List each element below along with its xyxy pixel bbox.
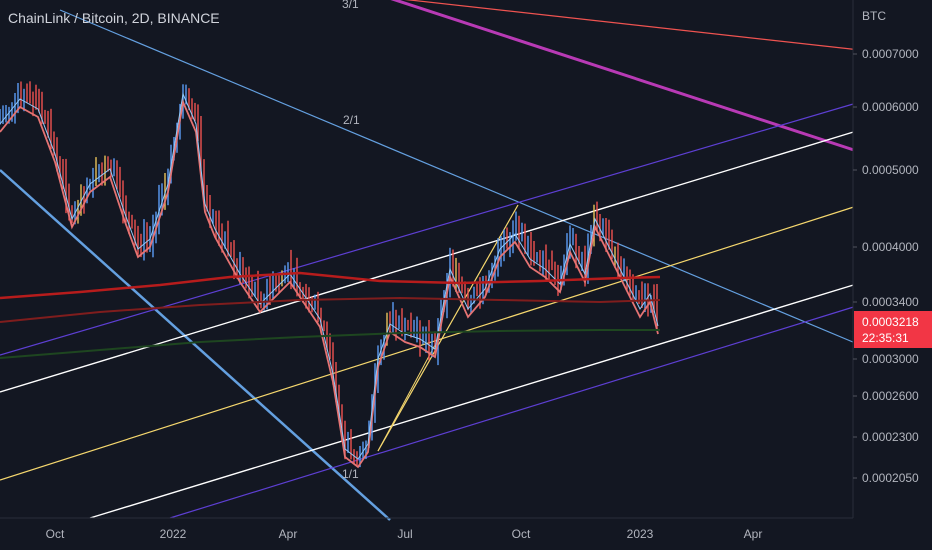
channel-purple-upper — [0, 101, 861, 356]
time-scale: Oct 2022 Apr Jul Oct 2023 Apr — [0, 517, 853, 541]
fan-label-top: 3/1 — [342, 0, 359, 11]
price-label: 0.0005000 — [862, 163, 919, 177]
channel-yellow-mid — [0, 204, 861, 481]
measure-line-1 — [377, 204, 519, 452]
moving-averages — [0, 92, 661, 469]
time-label: Oct — [512, 527, 531, 541]
channel-purple-lower — [169, 304, 861, 519]
price-label: 0.0004000 — [862, 240, 919, 254]
price-scale: 0.0007000 0.0006000 0.0005000 0.0004000 0.00… — [852, 0, 932, 550]
drawing-overlay: 3/1 2/1 1/1 — [0, 0, 861, 521]
current-price-badge: 0.0003218 22:35:31 — [854, 311, 932, 348]
time-label: Jul — [397, 527, 412, 541]
longest-moving-average — [0, 329, 660, 359]
fast-moving-average — [0, 98, 659, 469]
price-label: 0.0006000 — [862, 100, 919, 114]
price-label: 0.0003400 — [862, 295, 919, 309]
gann-fan-3-1 — [404, 0, 861, 51]
price-label: 0.0003000 — [862, 352, 919, 366]
fan-label-mid: 2/1 — [343, 113, 360, 127]
gann-fan-2-1 — [59, 9, 861, 346]
channel-white-upper — [0, 129, 861, 393]
time-label: 2022 — [160, 527, 187, 541]
symbol-title[interactable]: ChainLink / Bitcoin, 2D, BINANCE — [8, 10, 220, 26]
channel-white-lower — [89, 282, 861, 519]
measure-line-2 — [377, 344, 436, 452]
long-moving-average — [0, 296, 661, 323]
price-label: 0.0007000 — [862, 47, 919, 61]
bar-countdown: 22:35:31 — [862, 331, 909, 345]
time-label: Apr — [279, 527, 298, 541]
price-scale-panel — [853, 0, 932, 550]
price-label: 0.0002050 — [862, 471, 919, 485]
slow-moving-average — [0, 271, 661, 300]
price-label: 0.0002300 — [862, 430, 919, 444]
price-label: 0.0002600 — [862, 389, 919, 403]
current-price-value: 0.0003218 — [862, 315, 919, 329]
gann-fan-1-1 — [0, 169, 391, 521]
fan-label-bottom: 1/1 — [342, 467, 359, 481]
time-label: 2023 — [627, 527, 654, 541]
fast-moving-average-2 — [0, 92, 659, 460]
time-label: Oct — [46, 527, 65, 541]
price-scale-unit: BTC — [862, 9, 886, 23]
time-label: Apr — [744, 527, 763, 541]
